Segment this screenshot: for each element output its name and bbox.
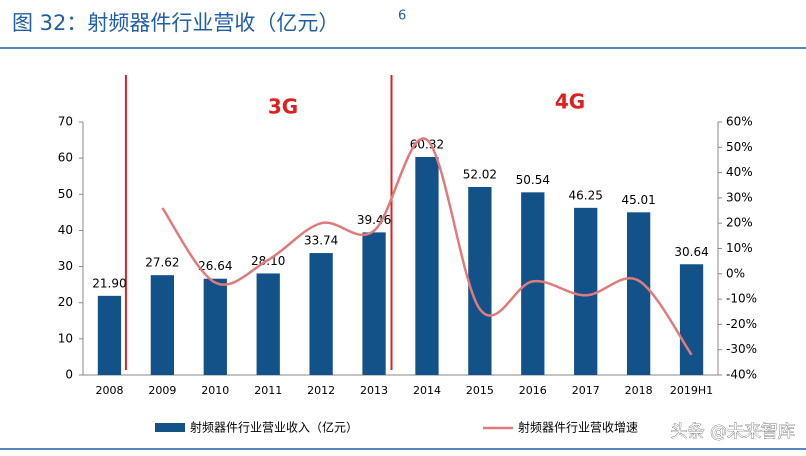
value-label: 26.64 — [198, 259, 232, 273]
bar — [256, 273, 280, 375]
x-tick-label: 2019H1 — [670, 384, 713, 397]
y-tick-label: 60 — [58, 151, 73, 165]
x-tick-label: 2013 — [360, 384, 388, 397]
value-label: 50.54 — [516, 173, 550, 187]
chart-title: 图 32：射频器件行业营收（亿元） — [12, 11, 339, 35]
legend-swatch — [155, 423, 185, 432]
value-label: 45.01 — [621, 193, 655, 207]
y-tick-label: 50 — [58, 187, 73, 201]
x-tick-label: 2012 — [307, 384, 335, 397]
bar — [415, 156, 439, 375]
y-tick-label: 20 — [58, 295, 73, 309]
y-tick-label: 0 — [65, 368, 73, 382]
y2-tick-label: -20% — [726, 317, 757, 331]
annotation: 3G — [268, 95, 298, 119]
bar — [521, 192, 545, 375]
value-label: 52.02 — [463, 167, 497, 181]
y2-tick-label: 10% — [726, 241, 753, 255]
y2-tick-label: -10% — [726, 292, 757, 306]
bar — [679, 264, 704, 375]
value-label: 21.90 — [92, 276, 126, 290]
y2-tick-label: 50% — [726, 140, 753, 154]
legend-label: 射频器件行业营业收入（亿元） — [190, 420, 358, 435]
value-label: 27.62 — [145, 256, 179, 270]
title-superscript: 6 — [398, 9, 406, 24]
x-tick-label: 2010 — [201, 384, 229, 397]
x-tick-label: 2015 — [466, 384, 494, 397]
bar — [626, 212, 651, 375]
x-tick-label: 2009 — [148, 384, 176, 397]
x-tick-label: 2017 — [572, 384, 600, 397]
x-tick-label: 2016 — [519, 384, 547, 397]
value-label: 33.74 — [304, 234, 338, 248]
x-tick-label: 2008 — [95, 384, 123, 397]
bar — [203, 278, 227, 375]
bar — [574, 207, 598, 375]
value-label: 39.46 — [357, 213, 391, 227]
x-tick-label: 2014 — [413, 384, 441, 397]
bar — [362, 232, 386, 375]
annotation: 4G — [555, 90, 585, 114]
growth-line — [161, 137, 693, 356]
y-tick-label: 40 — [58, 223, 73, 237]
y2-tick-label: 20% — [726, 216, 753, 230]
x-tick-label: 2011 — [254, 384, 282, 397]
bar — [468, 186, 492, 375]
bar — [150, 275, 175, 375]
y2-tick-label: 40% — [726, 165, 753, 179]
y-tick-label: 10 — [58, 331, 73, 345]
y-tick-label: 30 — [58, 259, 73, 273]
y-tick-label: 70 — [58, 115, 73, 129]
watermark: 头条 @未来智库 — [671, 422, 795, 442]
y2-tick-label: 60% — [726, 115, 753, 129]
bar — [309, 253, 333, 375]
x-tick-label: 2018 — [625, 384, 653, 397]
value-label: 46.25 — [569, 188, 603, 202]
y2-tick-label: 30% — [726, 190, 753, 204]
y2-tick-label: -40% — [726, 368, 757, 382]
bar — [97, 295, 122, 375]
legend-label: 射频器件行业营收增速 — [518, 420, 638, 435]
y2-tick-label: -30% — [726, 342, 757, 356]
y2-tick-label: 0% — [726, 266, 745, 280]
value-label: 30.64 — [674, 245, 708, 259]
